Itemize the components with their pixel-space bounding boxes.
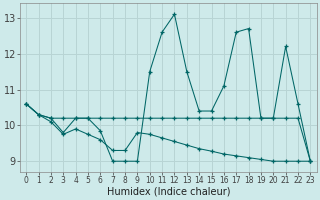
X-axis label: Humidex (Indice chaleur): Humidex (Indice chaleur) — [107, 187, 230, 197]
